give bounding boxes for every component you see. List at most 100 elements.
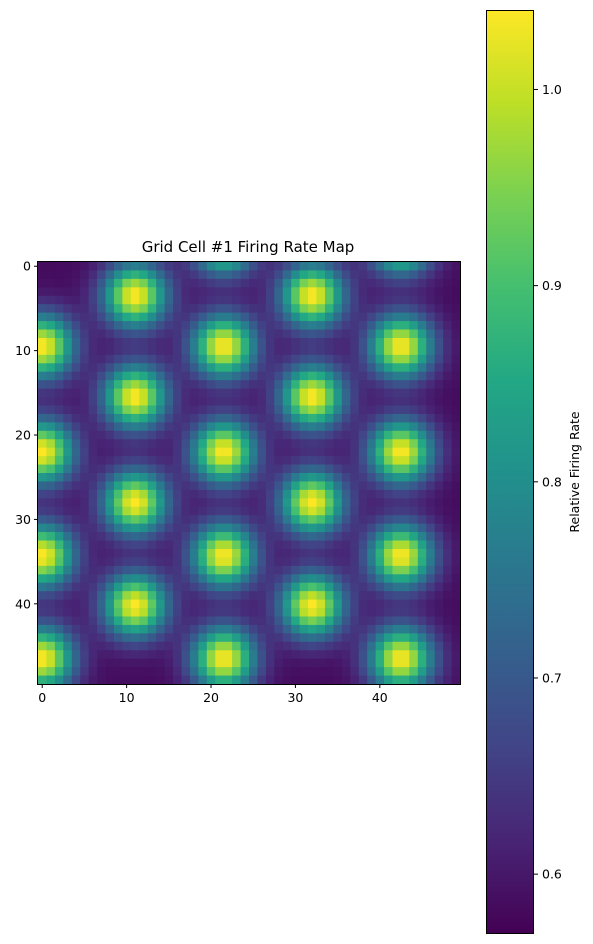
heatmap-cell	[409, 439, 418, 448]
heatmap-cell	[443, 405, 452, 414]
heatmap-cell	[342, 642, 351, 651]
heatmap-cell	[215, 405, 224, 414]
heatmap-cell	[359, 642, 368, 651]
heatmap-cell	[156, 600, 165, 609]
heatmap-cell	[325, 270, 334, 279]
heatmap-cell	[317, 397, 326, 406]
heatmap-cell	[342, 355, 351, 364]
heatmap-cell	[359, 515, 368, 524]
heatmap-cell	[72, 422, 81, 431]
heatmap-cell	[63, 414, 72, 423]
heatmap-cell	[418, 524, 427, 533]
heatmap-cell	[325, 490, 334, 499]
heatmap-cell	[266, 549, 275, 558]
heatmap-cell	[241, 608, 250, 617]
heatmap-cell	[46, 397, 55, 406]
heatmap-cell	[232, 524, 241, 533]
heatmap-cell	[106, 591, 115, 600]
heatmap-cell	[342, 405, 351, 414]
heatmap-cell	[114, 313, 123, 322]
heatmap-cell	[342, 313, 351, 322]
heatmap-cell	[317, 422, 326, 431]
heatmap-cell	[367, 414, 376, 423]
heatmap-cell	[401, 600, 410, 609]
heatmap-cell	[38, 600, 47, 609]
heatmap-cell	[131, 600, 140, 609]
heatmap-cell	[190, 262, 199, 271]
heatmap-cell	[308, 405, 317, 414]
heatmap-cell	[350, 557, 359, 566]
heatmap-cell	[215, 372, 224, 381]
heatmap-cell	[63, 549, 72, 558]
heatmap-cell	[384, 465, 393, 474]
heatmap-cell	[173, 608, 182, 617]
heatmap-cell	[384, 616, 393, 625]
heatmap-cell	[198, 583, 207, 592]
heatmap-cell	[198, 363, 207, 372]
heatmap-cell	[55, 321, 64, 330]
heatmap-cell	[350, 465, 359, 474]
heatmap-cell	[72, 549, 81, 558]
heatmap-cell	[342, 608, 351, 617]
heatmap-cell	[249, 262, 258, 271]
heatmap-cell	[156, 490, 165, 499]
heatmap-cell	[317, 498, 326, 507]
heatmap-cell	[317, 557, 326, 566]
heatmap-cell	[452, 473, 461, 482]
heatmap-cell	[215, 380, 224, 389]
heatmap-cell	[165, 591, 174, 600]
heatmap-cell	[376, 414, 385, 423]
heatmap-cell	[97, 304, 106, 313]
heatmap-cell	[384, 481, 393, 490]
heatmap-cell	[207, 591, 216, 600]
heatmap-cell	[72, 338, 81, 347]
heatmap-cell	[325, 431, 334, 440]
heatmap-cell	[215, 431, 224, 440]
heatmap-cell	[350, 330, 359, 339]
heatmap-cell	[173, 439, 182, 448]
heatmap-cell	[392, 321, 401, 330]
heatmap-cell	[97, 659, 106, 668]
heatmap-cell	[80, 608, 89, 617]
heatmap-cell	[435, 566, 444, 575]
heatmap-cell	[435, 490, 444, 499]
heatmap-cell	[207, 633, 216, 642]
heatmap-cell	[257, 321, 266, 330]
heatmap-cell	[131, 287, 140, 296]
heatmap-cell	[443, 448, 452, 457]
heatmap-cell	[241, 541, 250, 550]
heatmap-cell	[114, 363, 123, 372]
heatmap-cell	[207, 431, 216, 440]
heatmap-cell	[300, 616, 309, 625]
heatmap-cell	[367, 633, 376, 642]
heatmap-cell	[308, 363, 317, 372]
heatmap-cell	[291, 389, 300, 398]
heatmap-cell	[198, 566, 207, 575]
heatmap-cell	[452, 608, 461, 617]
heatmap-cell	[232, 515, 241, 524]
heatmap-cell	[55, 279, 64, 288]
heatmap-cell	[257, 355, 266, 364]
heatmap-cell	[376, 541, 385, 550]
heatmap-cell	[139, 515, 148, 524]
heatmap-cell	[241, 591, 250, 600]
heatmap-cell	[418, 372, 427, 381]
heatmap-cell	[384, 262, 393, 271]
heatmap-cell	[215, 397, 224, 406]
heatmap-cell	[55, 397, 64, 406]
heatmap-cell	[426, 431, 435, 440]
heatmap-cell	[418, 557, 427, 566]
colorbar-tick-label: 0.8	[542, 474, 562, 489]
heatmap-cell	[291, 422, 300, 431]
heatmap-cell	[190, 270, 199, 279]
heatmap-cell	[55, 304, 64, 313]
heatmap-cell	[190, 287, 199, 296]
heatmap-cell	[317, 633, 326, 642]
heatmap-cell	[418, 600, 427, 609]
heatmap-cell	[198, 600, 207, 609]
heatmap-cell	[401, 372, 410, 381]
heatmap-cell	[249, 422, 258, 431]
heatmap-cell	[367, 465, 376, 474]
heatmap-cell	[97, 473, 106, 482]
heatmap-cell	[409, 397, 418, 406]
